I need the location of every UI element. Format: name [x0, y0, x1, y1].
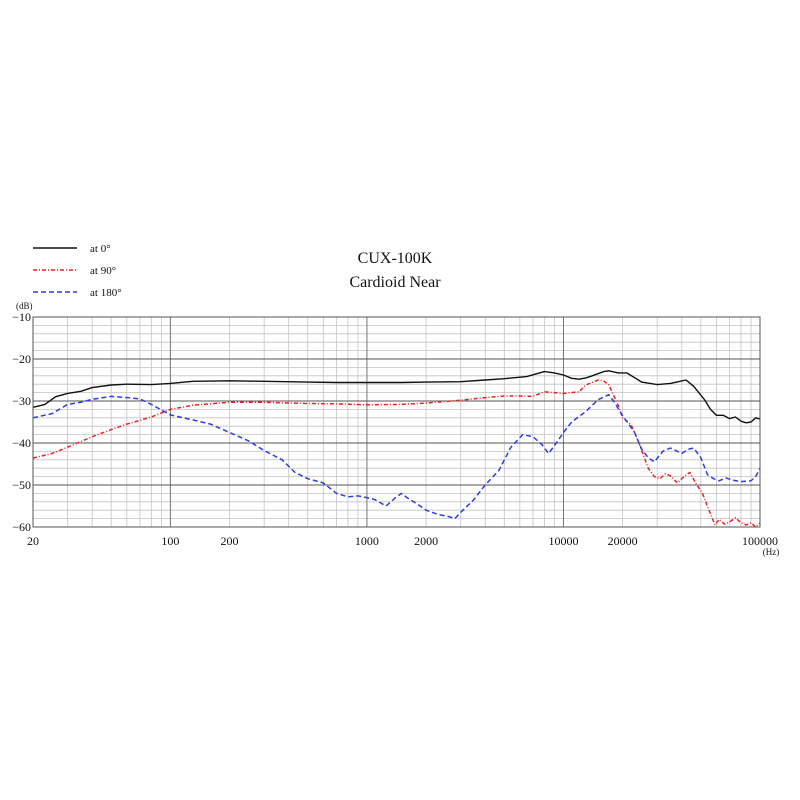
- y-tick-label: −10: [12, 310, 31, 324]
- x-axis-unit-label: (Hz): [763, 547, 780, 557]
- series-line-2: [32, 393, 761, 520]
- x-tick-label: 20000: [608, 534, 638, 548]
- legend-label-2: at 180°: [90, 287, 122, 299]
- chart-title: CUX-100K: [358, 250, 433, 267]
- series-line-1: [32, 379, 761, 528]
- series-line-0: [32, 370, 761, 424]
- x-tick-label: 1000: [355, 534, 379, 548]
- y-tick-label: −20: [12, 352, 31, 366]
- x-tick-label: 100: [161, 534, 179, 548]
- y-tick-label: −50: [12, 478, 31, 492]
- x-tick-label: 100000: [742, 534, 778, 548]
- y-tick-label: −60: [12, 520, 31, 534]
- chart-subtitle: Cardioid Near: [349, 274, 441, 291]
- legend: at 0° at 90° at 180°: [33, 243, 122, 299]
- minor-grid: [33, 317, 760, 527]
- x-tick-label: 2000: [414, 534, 438, 548]
- series-lines: [32, 370, 761, 528]
- plot-frame: [32, 316, 761, 528]
- y-tick-label: −30: [12, 394, 31, 408]
- y-axis-unit-label: (dB): [16, 301, 33, 311]
- x-tick-label: 10000: [548, 534, 578, 548]
- x-tick-label: 20: [27, 534, 39, 548]
- x-tick-label: 200: [221, 534, 239, 548]
- legend-label-1: at 90°: [90, 265, 116, 277]
- tick-labels: 20 100 200 1000 2000 10000 20000 100000 −10 −20 −3…: [12, 310, 778, 548]
- y-tick-label: −40: [12, 436, 31, 450]
- legend-label-0: at 0°: [90, 243, 111, 255]
